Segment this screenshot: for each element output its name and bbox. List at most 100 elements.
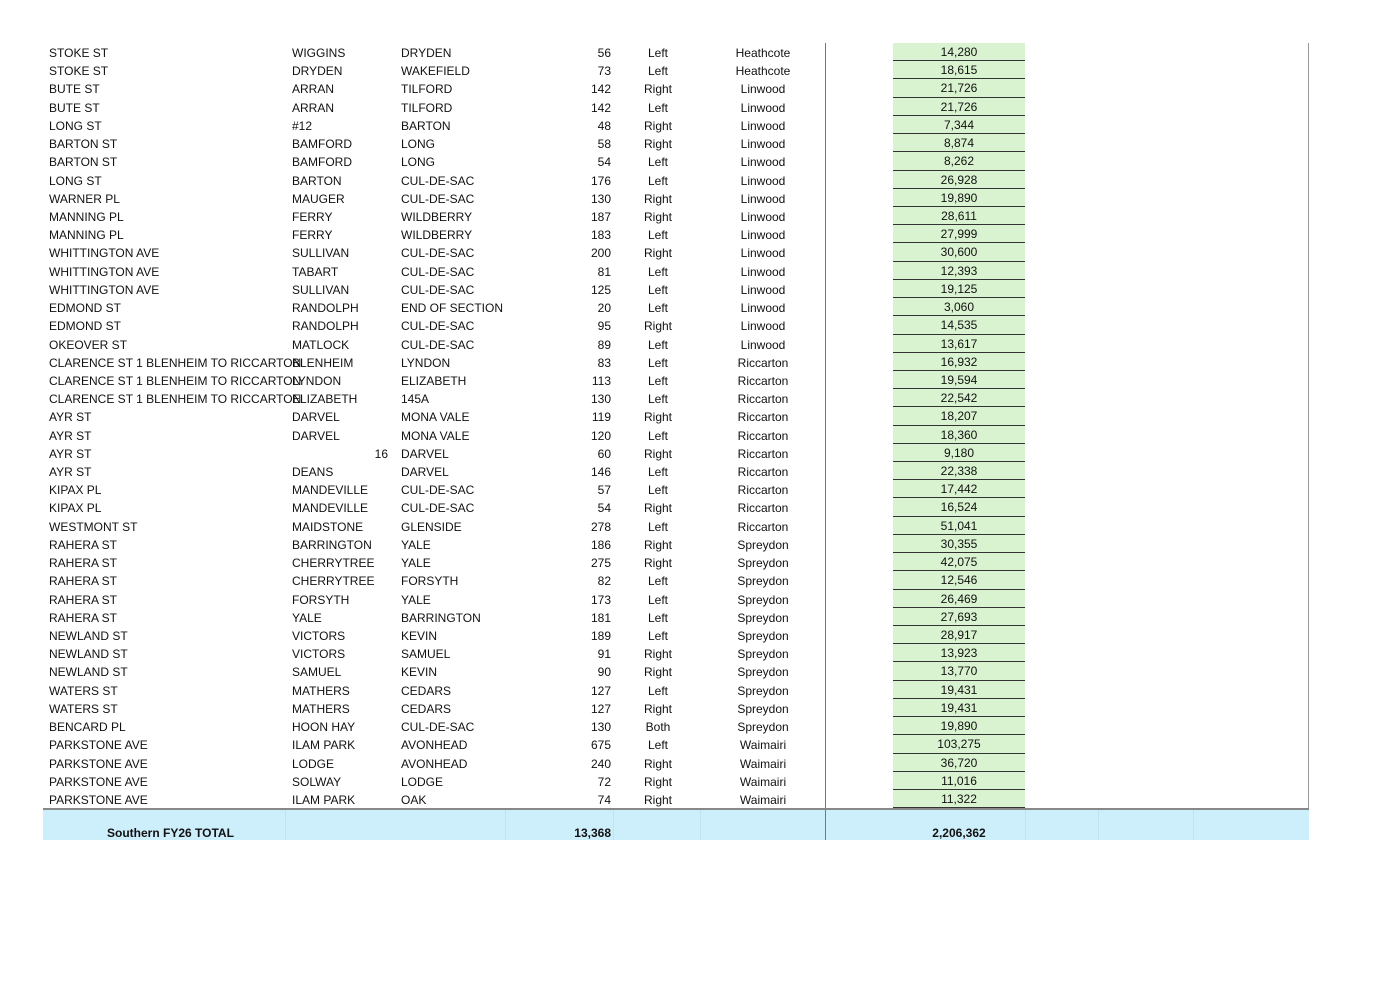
cell-side: Right [643,209,672,224]
cell-cost: 19,431 [893,698,1025,718]
cell-street: NEWLAND ST [49,665,128,680]
schedule-table: STOKE ST WIGGINS DRYDEN 56 Left Heathcote 14,2… [43,43,1309,809]
cell-length: 125 [590,282,611,297]
cell-street: WATERS ST [49,683,118,698]
table-row: LONG ST BARTON CUL-DE-SAC 176 Left Linwood 26,… [43,170,1309,189]
cell-from: MANDEVILLE [292,501,369,516]
cell-street: KIPAX PL [49,501,102,516]
total-cost: 2,206,362 [932,826,986,840]
cell-to: TILFORD [401,100,453,115]
cell-from: DARVEL [292,428,340,443]
cell-suburb: Linwood [740,319,786,334]
cell-length: 176 [590,173,611,188]
cell-side: Left [647,228,668,243]
table-row: WHITTINGTON AVE SULLIVAN CUL-DE-SAC 125 Left… [43,279,1309,299]
cell-from: DARVEL [292,410,340,425]
cell-length: 130 [590,191,611,206]
table-row: EDMOND ST RANDOLPH END OF SECTION 20 Left Lin… [43,298,1309,317]
cell-side: Right [643,647,672,662]
cell-from: TABART [292,264,339,279]
cell-to: MONA VALE [401,410,470,425]
cell-from: ILAM PARK [292,738,356,753]
cell-length: 142 [590,100,611,115]
cell-cost: 14,535 [893,316,1025,335]
cell-street: WESTMONT ST [49,519,138,534]
cell-length: 127 [590,701,611,716]
cell-suburb: Linwood [740,137,786,152]
cell-suburb: Riccarton [737,355,789,370]
cell-cost: 7,344 [893,115,1025,135]
cell-cost: 12,546 [893,571,1025,590]
cell-to: END OF SECTION [401,301,504,316]
cell-length: 183 [590,228,611,243]
cell-to: OAK [401,792,427,807]
cell-street: EDMOND ST [49,301,121,316]
cell-suburb: Linwood [740,173,786,188]
cell-cost: 19,890 [893,188,1025,207]
cell-to: LYNDON [401,355,451,370]
cell-side: Right [643,774,672,789]
cell-cost: 3,060 [893,298,1025,317]
cell-street: BARTON ST [49,137,118,152]
cell-cost: 27,693 [893,607,1025,626]
cell-to: DRYDEN [401,46,452,60]
cell-to: YALE [401,592,431,607]
cell-suburb: Linwood [740,191,786,206]
cell-length: 127 [590,683,611,698]
cell-cost: 30,600 [893,243,1025,262]
cell-suburb: Spreydon [737,665,789,680]
cell-side: Left [647,46,668,60]
table-row: STOKE ST DRYDEN WAKEFIELD 73 Left Heathcote 18… [43,61,1309,80]
cell-street: WARNER PL [49,191,120,206]
table-row: WESTMONT ST MAIDSTONE GLENSIDE 278 Left Ricca… [43,516,1309,535]
cell-from: DEANS [292,465,334,480]
cell-length: 58 [597,137,611,152]
cell-side: Left [647,738,668,753]
cell-from: MAUGER [292,191,345,206]
cell-to: CUL-DE-SAC [401,191,475,206]
cell-cost: 18,615 [893,61,1025,80]
cell-to: CEDARS [401,701,452,716]
table-row: AYR ST 16 DARVEL 60 Right Riccarton 9,180 [43,443,1309,463]
cell-street: MANNING PL [49,209,124,224]
cell-from: ARRAN [292,82,335,97]
cell-from: BAMFORD [292,137,352,152]
cell-to: FORSYTH [401,574,459,589]
cell-side: Left [647,373,668,388]
cell-side: Left [647,683,668,698]
table-row: RAHERA ST CHERRYTREE FORSYTH 82 Left Spreydon… [43,571,1309,590]
table-row: BUTE ST ARRAN TILFORD 142 Right Linwood 21,726 [43,79,1309,98]
cell-side: Right [643,410,672,425]
cell-street: PARKSTONE AVE [49,792,148,807]
cell-side: Right [643,446,672,461]
cell-suburb: Riccarton [737,519,789,534]
cell-cost: 22,542 [893,389,1025,408]
cell-to: CUL-DE-SAC [401,173,475,188]
table-row: RAHERA ST FORSYTH YALE 173 Left Spreydon 26,46… [43,589,1309,608]
table-row: STOKE ST WIGGINS DRYDEN 56 Left Heathcote 14,2… [43,43,1309,62]
cell-length: 54 [597,155,611,170]
right-border [1308,43,1309,809]
cell-cost: 30,355 [893,534,1025,554]
cell-side: Left [647,155,668,170]
cell-suburb: Waimairi [739,774,787,789]
cell-from: SAMUEL [292,665,342,680]
cell-street: WHITTINGTON AVE [49,282,160,297]
cell-from: CHERRYTREE [292,574,375,589]
cell-side: Left [647,519,668,534]
table-row: WATERS ST MATHERS CEDARS 127 Left Spreydon 19,… [43,680,1309,699]
table-row: CLARENCE ST 1 BLENHEIM TO RICCARTON LYNDO… [43,370,1309,390]
cell-cost: 13,617 [893,334,1025,353]
cell-side: Left [647,610,668,625]
cell-side: Right [643,537,672,552]
table-row: KIPAX PL MANDEVILLE CUL-DE-SAC 57 Left Riccar… [43,480,1309,499]
table-row: AYR ST DARVEL MONA VALE 120 Left Riccarton 18,… [43,425,1309,444]
cell-suburb: Linwood [740,301,786,316]
cell-length: 89 [597,337,611,352]
cell-street: KIPAX PL [49,483,102,498]
table-row: WHITTINGTON AVE SULLIVAN CUL-DE-SAC 200 Righ… [43,243,1309,262]
cell-from: MATHERS [292,683,350,698]
cell-street: AYR ST [49,465,92,480]
cell-street: CLARENCE ST 1 BLENHEIM TO RICCARTON [49,392,302,407]
cell-street: CLARENCE ST 1 BLENHEIM TO RICCARTON [49,373,302,388]
